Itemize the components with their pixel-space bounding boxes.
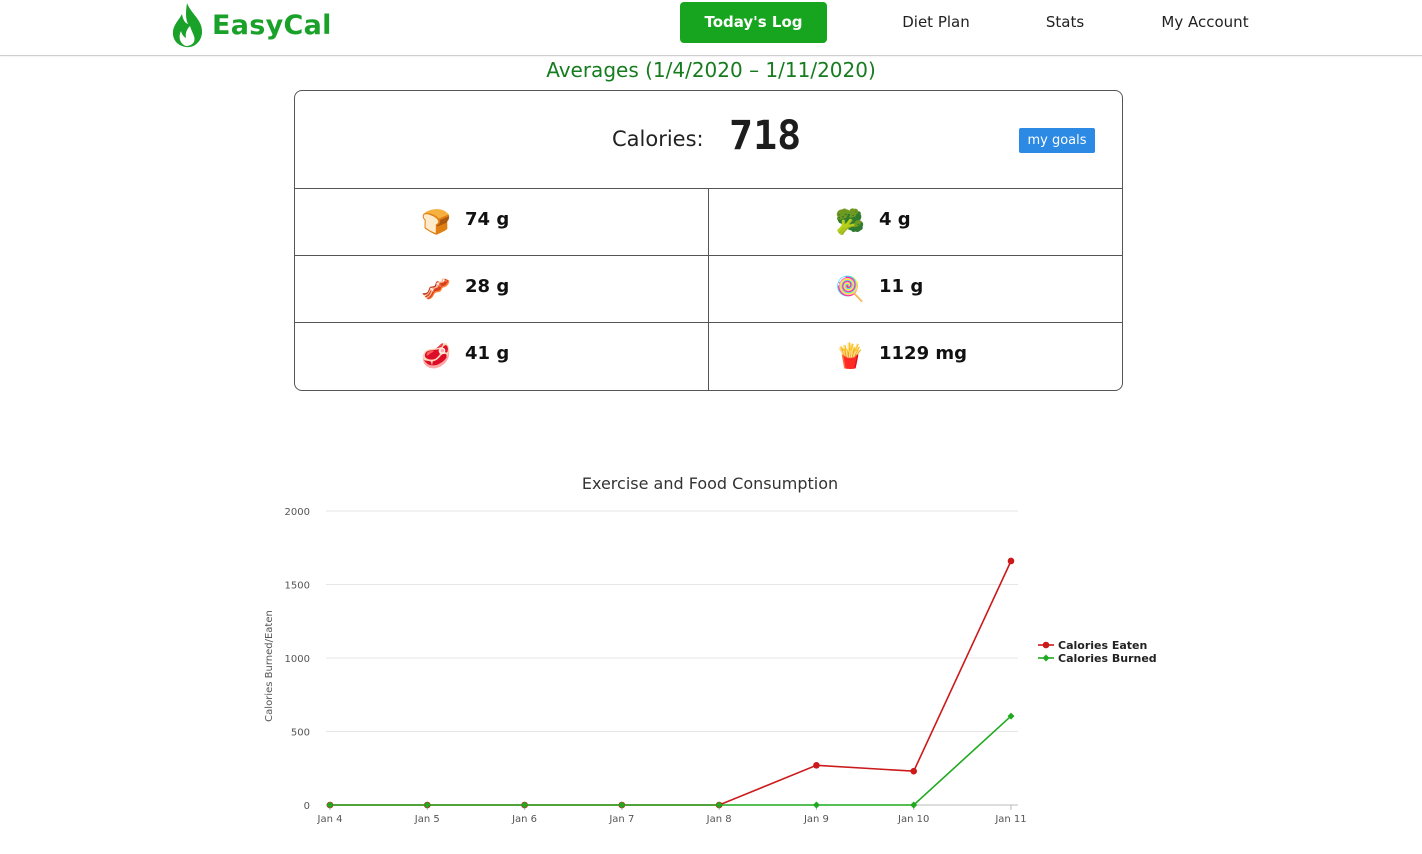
macro-cell-sodium: 🍟 1129 mg [709, 323, 1122, 390]
macro-cell-fiber: 🥦 4 g [709, 189, 1122, 256]
legend-label: Calories Burned [1058, 652, 1157, 665]
macro-value: 11 g [879, 276, 924, 297]
nav-my-account[interactable]: My Account [1161, 13, 1249, 31]
data-point [1007, 557, 1015, 565]
x-tick-label: Jan 7 [608, 814, 634, 825]
x-tick-label: Jan 5 [414, 814, 440, 825]
flame-icon [172, 3, 203, 48]
bacon-icon: 🥓 [421, 275, 451, 303]
data-point [812, 801, 820, 809]
nav-todays-log[interactable]: Today's Log [680, 2, 827, 43]
averages-summary-panel: Calories: 718 my goals 🍞 74 g 🥦 4 g 🥓 28… [294, 90, 1123, 391]
y-tick-label: 0 [304, 801, 310, 812]
nav-stats[interactable]: Stats [1045, 13, 1085, 31]
calories-row: Calories: 718 my goals [295, 91, 1122, 189]
fries-icon: 🍟 [835, 342, 865, 370]
y-tick-label: 2000 [285, 507, 310, 518]
y-tick-label: 1500 [285, 581, 310, 592]
x-tick-label: Jan 11 [994, 814, 1026, 825]
calories-value: 718 [729, 113, 802, 159]
data-point [813, 762, 820, 769]
x-tick-label: Jan 6 [511, 814, 537, 825]
averages-title: Averages (1/4/2020 – 1/11/2020) [546, 58, 876, 82]
y-axis-title: Calories Burned/Eaten [264, 610, 275, 722]
data-point [715, 801, 723, 809]
chart-title: Exercise and Food Consumption [582, 474, 838, 493]
series-line-1 [330, 715, 1012, 806]
top-navbar: EasyCal Today's Log Diet Plan Stats My A… [0, 0, 1422, 56]
data-point [521, 801, 529, 809]
bread-icon: 🍞 [421, 208, 451, 236]
macro-value: 41 g [465, 343, 510, 364]
macro-value: 4 g [879, 209, 911, 230]
data-point [423, 801, 431, 809]
macro-cell-protein: 🥩 41 g [295, 323, 709, 390]
data-point [618, 801, 626, 809]
macro-cell-sugar: 🍭 11 g [709, 256, 1122, 323]
legend-label: Calories Eaten [1058, 639, 1147, 652]
legend-marker [1042, 641, 1050, 649]
series-line-0 [330, 560, 1012, 806]
x-tick-label: Jan 8 [706, 814, 732, 825]
data-point [326, 801, 334, 809]
meat-icon: 🥩 [421, 342, 451, 370]
legend-marker [1042, 654, 1050, 662]
nav-diet-plan[interactable]: Diet Plan [902, 13, 970, 31]
data-point [910, 767, 918, 775]
lollipop-icon: 🍭 [835, 275, 865, 303]
broccoli-icon: 🥦 [835, 208, 865, 236]
macro-cell-carbs: 🍞 74 g [295, 189, 709, 256]
brand-logo[interactable]: EasyCal [170, 2, 332, 48]
data-point [1007, 712, 1015, 720]
y-tick-label: 500 [291, 728, 310, 739]
macro-value: 74 g [465, 209, 510, 230]
x-tick-label: Jan 10 [897, 814, 929, 825]
y-tick-label: 1000 [285, 654, 310, 665]
x-tick-label: Jan 9 [803, 814, 829, 825]
data-point [910, 801, 918, 809]
my-goals-button[interactable]: my goals [1019, 128, 1095, 153]
x-tick-label: Jan 4 [317, 814, 343, 825]
macro-value: 28 g [465, 276, 510, 297]
calories-label: Calories: [612, 127, 704, 151]
macro-cell-fat: 🥓 28 g [295, 256, 709, 323]
chart-svg: Exercise and Food Consumption 0 500 1000 150… [264, 474, 1157, 825]
macro-value: 1129 mg [879, 343, 968, 364]
brand-name: EasyCal [212, 9, 332, 41]
calories-chart: Exercise and Food Consumption 0 500 1000 150… [250, 465, 1180, 850]
